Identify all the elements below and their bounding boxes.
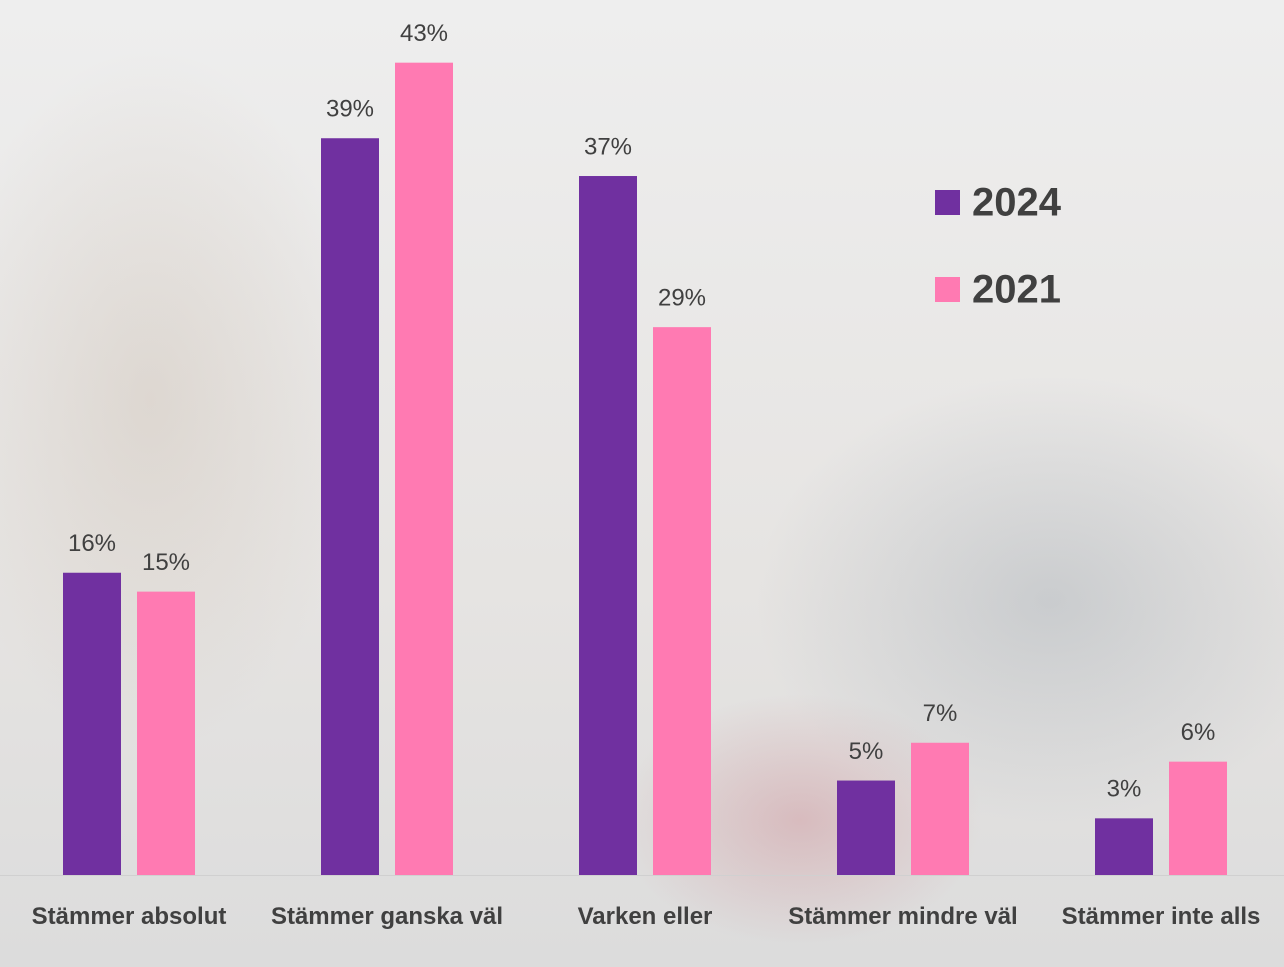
x-tick-label: Varken eller bbox=[520, 902, 770, 932]
data-label: 29% bbox=[658, 284, 706, 311]
x-tick-label: Stämmer inte alls bbox=[1036, 902, 1284, 932]
chart-area: 16% 15% 39% 43% 37% 29% 5% 7% 3% 6% 2024 2021 Stämm… bbox=[0, 0, 1284, 967]
x-tick-label: Stämmer mindre väl bbox=[778, 902, 1028, 932]
legend-swatch bbox=[935, 190, 960, 215]
data-label: 43% bbox=[400, 20, 448, 47]
data-label: 6% bbox=[1181, 719, 1216, 746]
x-tick-label: Stämmer absolut bbox=[4, 902, 254, 932]
bar bbox=[579, 176, 637, 875]
legend-label: 2021 bbox=[972, 268, 1061, 312]
bar bbox=[1169, 762, 1227, 875]
data-label: 3% bbox=[1107, 776, 1142, 803]
bar bbox=[1095, 818, 1153, 875]
data-label: 7% bbox=[923, 700, 958, 727]
data-label: 16% bbox=[68, 530, 116, 557]
data-label: 15% bbox=[142, 549, 190, 576]
bar bbox=[321, 138, 379, 875]
bar bbox=[653, 327, 711, 875]
bar bbox=[837, 781, 895, 875]
bar bbox=[395, 63, 453, 875]
chart: 16% 15% 39% 43% 37% 29% 5% 7% 3% 6% 2024 2021 bbox=[0, 0, 1284, 967]
legend-label: 2024 bbox=[972, 181, 1062, 225]
bar bbox=[911, 743, 969, 875]
data-label: 37% bbox=[584, 133, 632, 160]
data-label: 39% bbox=[326, 96, 374, 123]
x-tick-label: Stämmer ganska väl bbox=[262, 902, 512, 932]
bar bbox=[63, 573, 121, 875]
data-label: 5% bbox=[849, 738, 884, 765]
bar bbox=[137, 592, 195, 875]
legend-swatch bbox=[935, 277, 960, 302]
